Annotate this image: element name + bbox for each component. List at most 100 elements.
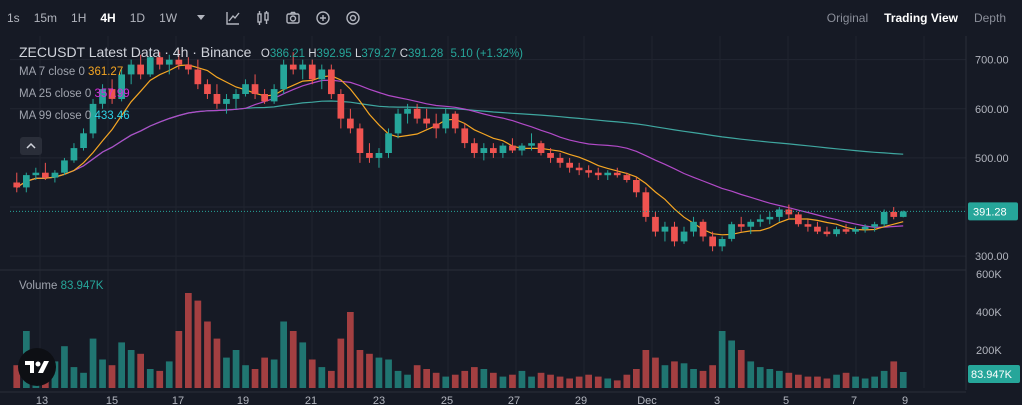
volume-bar bbox=[213, 338, 221, 388]
candle-body bbox=[118, 74, 125, 99]
volume-bar bbox=[823, 378, 831, 388]
add-circle-icon[interactable] bbox=[310, 8, 336, 28]
volume-bar bbox=[328, 370, 335, 388]
candle-body bbox=[709, 236, 716, 247]
view-original[interactable]: Original bbox=[826, 11, 869, 25]
volume-bar bbox=[633, 369, 640, 388]
price-tick-label: 500.00 bbox=[975, 153, 1009, 165]
volume-bar bbox=[165, 361, 173, 388]
camera-icon[interactable] bbox=[280, 8, 306, 28]
volume-bar bbox=[585, 374, 592, 388]
close-value: 391.28 bbox=[408, 48, 444, 60]
volume-bar bbox=[509, 374, 516, 388]
candle-body bbox=[890, 212, 898, 217]
price-tick-label: 600.00 bbox=[975, 104, 1009, 116]
candle-body bbox=[871, 224, 878, 227]
volume-bar bbox=[108, 365, 116, 388]
candle-body bbox=[204, 84, 211, 94]
candle-body bbox=[852, 229, 859, 232]
candle-body bbox=[490, 148, 497, 153]
candle-body bbox=[537, 143, 545, 153]
volume-bar bbox=[604, 378, 612, 388]
volume-bar bbox=[471, 367, 478, 388]
candle-body bbox=[795, 214, 802, 225]
candle-body bbox=[423, 118, 430, 124]
volume-tick-label: 400K bbox=[976, 307, 1002, 319]
chart-toolbar: 1s 15m 1H 4H 1D 1W Original Trading View Dept… bbox=[0, 0, 1022, 36]
candle-body bbox=[756, 219, 764, 222]
candle-body bbox=[404, 108, 411, 114]
timeframe-15m[interactable]: 15m bbox=[33, 11, 58, 25]
volume-bar bbox=[146, 369, 154, 388]
volume-value: 83.947K bbox=[60, 280, 104, 292]
volume-bar bbox=[80, 372, 87, 388]
ma25-line bbox=[16, 79, 904, 228]
volume-bar bbox=[137, 353, 144, 388]
candle-body bbox=[680, 231, 688, 242]
timeframe-1h[interactable]: 1H bbox=[71, 11, 87, 25]
timeframe-1d[interactable]: 1D bbox=[129, 11, 146, 25]
candle-body bbox=[661, 226, 669, 232]
volume-bar bbox=[337, 338, 345, 388]
candle-body bbox=[366, 153, 373, 158]
volume-bar bbox=[880, 370, 888, 388]
candle-body bbox=[13, 182, 21, 188]
candle-body bbox=[461, 128, 469, 144]
candle-body bbox=[566, 162, 573, 168]
volume-bar bbox=[575, 376, 583, 388]
volume-bar bbox=[594, 376, 602, 388]
ma7-legend: MA 7 close 0 361.27 bbox=[19, 66, 124, 78]
candle-body bbox=[375, 153, 383, 158]
price-chart[interactable]: 700.00 600.00 500.00 300.00 391.28 600K 400K 20… bbox=[0, 36, 1022, 405]
ma7-value: 361.27 bbox=[88, 66, 124, 78]
candle-body bbox=[699, 221, 707, 237]
candle-body bbox=[347, 118, 354, 129]
candle-type-icon[interactable] bbox=[250, 8, 276, 28]
tradingview-logo[interactable] bbox=[18, 348, 56, 386]
timeframe-1s[interactable]: 1s bbox=[7, 11, 20, 25]
timeframe-4h[interactable]: 4H bbox=[100, 11, 116, 25]
price-tick-label: 700.00 bbox=[975, 55, 1009, 67]
candle-body bbox=[251, 84, 259, 94]
time-tick-label: 29 bbox=[575, 395, 587, 405]
candle-body bbox=[690, 221, 697, 232]
volume-tick-label: 200K bbox=[976, 345, 1002, 357]
candle-body bbox=[528, 143, 535, 146]
view-depth[interactable]: Depth bbox=[973, 11, 1006, 25]
volume-bar bbox=[223, 357, 230, 388]
candle-body bbox=[518, 145, 526, 151]
volume-bar bbox=[871, 376, 878, 388]
candle-body bbox=[623, 175, 631, 180]
candle-body bbox=[766, 216, 774, 220]
candle-body bbox=[899, 211, 907, 217]
volume-bar bbox=[547, 374, 554, 388]
candle-body bbox=[842, 229, 850, 232]
time-tick-label: 21 bbox=[305, 395, 317, 405]
time-tick-label: 13 bbox=[36, 395, 48, 405]
volume-bar bbox=[185, 293, 192, 388]
collapse-legend-button[interactable] bbox=[20, 137, 42, 155]
volume-bar bbox=[642, 350, 650, 388]
candle-body bbox=[556, 157, 564, 163]
candle-body bbox=[175, 59, 183, 65]
settings-circle-icon[interactable] bbox=[340, 8, 366, 28]
candle-body bbox=[261, 94, 268, 102]
timeframe-1w[interactable]: 1W bbox=[159, 11, 178, 25]
time-tick-label: 9 bbox=[902, 395, 908, 405]
view-trading-view[interactable]: Trading View bbox=[884, 11, 958, 25]
candle-body bbox=[127, 64, 135, 75]
volume-bar bbox=[833, 374, 840, 388]
time-tick-label: 27 bbox=[508, 395, 520, 405]
volume-bar bbox=[356, 350, 364, 388]
candle-body bbox=[804, 224, 812, 227]
volume-bar bbox=[61, 346, 68, 388]
indicator-chart-icon[interactable] bbox=[220, 8, 246, 28]
dropdown-caret-icon[interactable] bbox=[188, 8, 214, 28]
candle-body bbox=[337, 94, 345, 119]
candle-body bbox=[213, 94, 221, 104]
candle-body bbox=[547, 153, 554, 158]
volume-bar bbox=[766, 369, 774, 388]
candle-body bbox=[51, 172, 59, 178]
volume-bar bbox=[413, 365, 421, 388]
candle-body bbox=[23, 175, 30, 188]
